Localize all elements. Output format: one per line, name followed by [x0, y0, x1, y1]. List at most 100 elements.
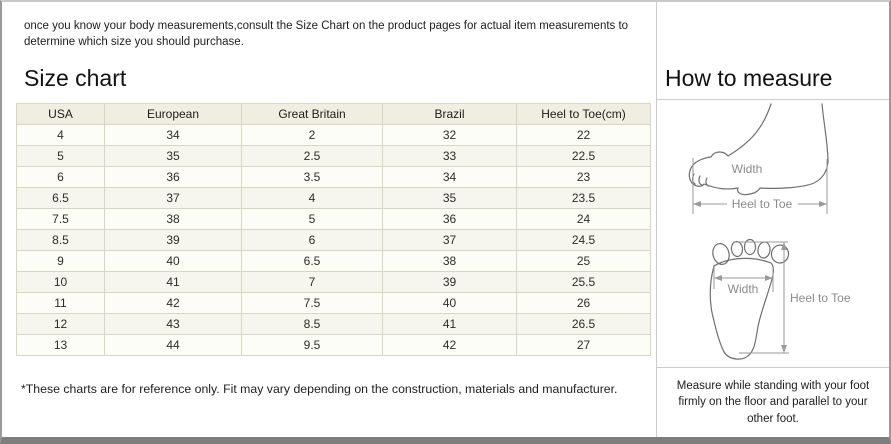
fourth-toe: [757, 241, 771, 259]
big-toe: [712, 243, 730, 265]
table-cell: 5: [241, 208, 383, 231]
table-cell: 4: [241, 187, 383, 210]
table-cell: 38: [104, 208, 242, 231]
table-cell: 40: [104, 250, 242, 273]
table-cell: 34: [382, 166, 517, 189]
table-row: 9 40 6.5 38 25: [16, 250, 651, 273]
table-cell: 24: [516, 208, 651, 231]
table-cell: 23: [516, 166, 651, 189]
table-cell: 36: [382, 208, 517, 231]
table-cell: 5: [16, 145, 105, 168]
table-row: 6.5 37 4 35 23.5: [16, 187, 651, 210]
footprint-outline: [709, 257, 774, 360]
table-row: 5 35 2.5 33 22.5: [16, 145, 651, 168]
table-cell: 37: [104, 187, 242, 210]
table-cell: 3.5: [241, 166, 383, 189]
table-header-row: USA European Great Britain Brazil Heel to To…: [16, 103, 651, 126]
table-cell: 4: [16, 124, 105, 147]
table-cell: 42: [382, 334, 517, 357]
length-arrowhead-bottom: [781, 345, 787, 353]
little-toe: [770, 244, 790, 264]
width-arrowhead-left: [714, 275, 722, 281]
table-cell: 26: [516, 292, 651, 315]
table-cell: 25: [516, 250, 651, 273]
table-cell: 6.5: [241, 250, 383, 273]
arrowhead-left: [693, 201, 701, 207]
table-cell: 42: [104, 292, 242, 315]
table-cell: 39: [382, 271, 517, 294]
measure-instructions: Measure while standing with your foot fi…: [676, 380, 870, 425]
table-cell: 23.5: [516, 187, 651, 210]
table-row: 8.5 39 6 37 24.5: [16, 229, 651, 252]
table-row: 7.5 38 5 36 24: [16, 208, 651, 231]
how-to-measure-section: How to measure Width Heel to Toe: [657, 2, 889, 437]
toe-wrinkle-3: [705, 177, 710, 187]
table-cell: 11: [16, 292, 105, 315]
top-width-label: Width: [728, 282, 759, 296]
table-row: 13 44 9.5 42 27: [16, 334, 651, 357]
table-cell: 38: [382, 250, 517, 273]
table-cell: 41: [382, 313, 517, 336]
side-heel-to-toe-label: Heel to Toe: [732, 197, 793, 211]
table-cell: 7: [241, 271, 383, 294]
column-header: Heel to Toe(cm): [516, 103, 651, 126]
table-cell: 41: [104, 271, 242, 294]
table-cell: 6.5: [16, 187, 105, 210]
foot-side-view-diagram: Width Heel to Toe: [688, 103, 829, 214]
width-arrowhead-right: [765, 275, 773, 281]
table-cell: 35: [104, 145, 242, 168]
table-cell: 22.5: [516, 145, 651, 168]
table-cell: 8.5: [241, 313, 383, 336]
column-header: Great Britain: [241, 103, 383, 126]
intro-text: once you know your body measurements,con…: [24, 20, 629, 49]
table-cell: 25.5: [516, 271, 651, 294]
table-cell: 44: [104, 334, 242, 357]
table-cell: 2: [241, 124, 383, 147]
table-cell: 6: [241, 229, 383, 252]
foot-top-view-diagram: Width Heel to Toe: [709, 238, 851, 360]
table-cell: 13: [16, 334, 105, 357]
table-cell: 43: [104, 313, 242, 336]
table-cell: 32: [382, 124, 517, 147]
how-to-measure-header: How to measure: [657, 2, 889, 100]
table-cell: 26.5: [516, 313, 651, 336]
arrowhead-right: [819, 201, 827, 207]
table-cell: 36: [104, 166, 242, 189]
table-cell: 8.5: [16, 229, 105, 252]
table-row: 6 36 3.5 34 23: [16, 166, 651, 189]
size-chart-section: once you know your body measurements,con…: [2, 2, 657, 437]
table-cell: 39: [104, 229, 242, 252]
footnote-text: *These charts are for reference only. Fi…: [21, 382, 618, 397]
table-cell: 34: [104, 124, 242, 147]
top-heel-to-toe-label: Heel to Toe: [790, 291, 851, 305]
side-width-label: Width: [732, 162, 763, 176]
table-cell: 2.5: [241, 145, 383, 168]
column-header: European: [104, 103, 242, 126]
size-chart-table: USA European Great Britain Brazil Heel to To…: [16, 103, 651, 357]
toe-wrinkle-2: [698, 175, 703, 186]
column-header: Brazil: [382, 103, 517, 126]
table-row: 4 34 2 32 22: [16, 124, 651, 147]
table-cell: 24.5: [516, 229, 651, 252]
table-cell: 37: [382, 229, 517, 252]
second-toe: [730, 240, 744, 258]
table-cell: 22: [516, 124, 651, 147]
table-cell: 7.5: [16, 208, 105, 231]
table-cell: 40: [382, 292, 517, 315]
size-chart-title: Size chart: [24, 65, 127, 92]
how-to-measure-title: How to measure: [665, 65, 833, 91]
column-header: USA: [16, 103, 105, 126]
measurement-diagrams: Width Heel to Toe: [657, 100, 889, 368]
table-cell: 33: [382, 145, 517, 168]
table-row: 10 41 7 39 25.5: [16, 271, 651, 294]
middle-toe: [743, 238, 757, 256]
table-cell: 6: [16, 166, 105, 189]
table-row: 12 43 8.5 41 26.5: [16, 313, 651, 336]
table-cell: 10: [16, 271, 105, 294]
length-arrowhead-top: [781, 242, 787, 250]
table-cell: 35: [382, 187, 517, 210]
table-row: 11 42 7.5 40 26: [16, 292, 651, 315]
table-cell: 9.5: [241, 334, 383, 357]
table-cell: 12: [16, 313, 105, 336]
